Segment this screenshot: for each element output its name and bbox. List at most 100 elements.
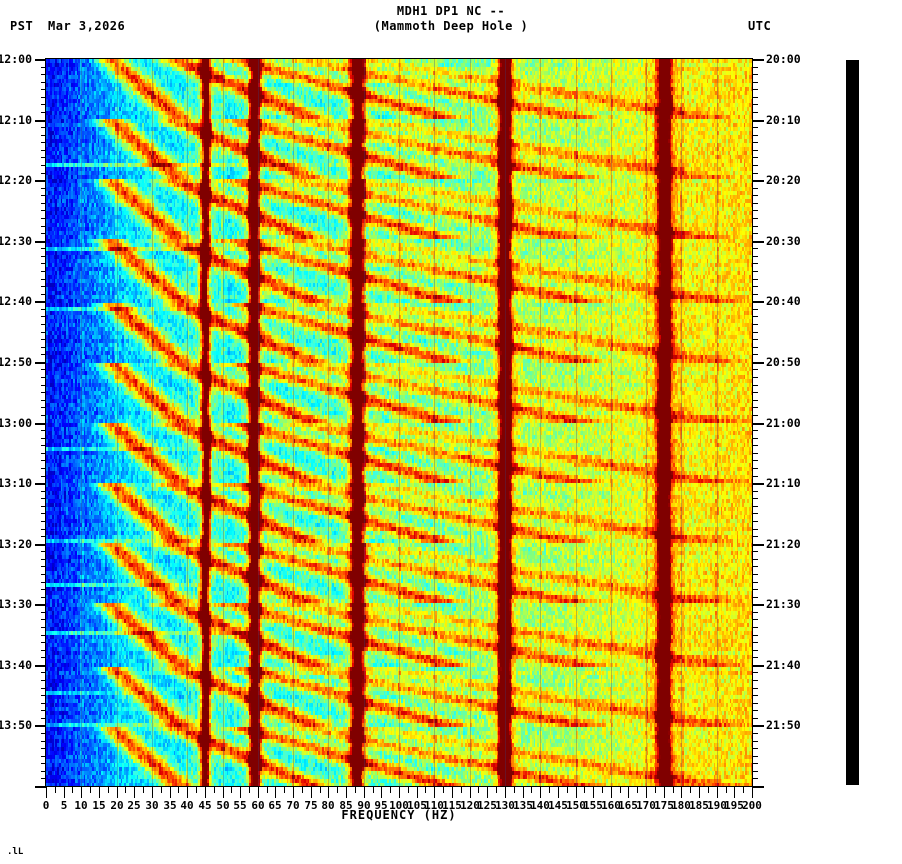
left-minor-tick: [41, 385, 46, 386]
freq-major-tick: [170, 787, 172, 798]
right-time-label-5: 20:50: [766, 355, 801, 369]
left-minor-tick: [41, 445, 46, 446]
right-minor-tick: [753, 612, 758, 613]
left-major-tick: [35, 423, 46, 425]
right-major-tick: [753, 180, 764, 182]
freq-minor-tick: [673, 787, 674, 793]
left-minor-tick: [41, 529, 46, 530]
right-minor-tick: [753, 385, 758, 386]
right-time-label-2: 20:20: [766, 173, 801, 187]
left-minor-tick: [41, 377, 46, 378]
right-minor-tick: [753, 559, 758, 560]
left-major-tick: [35, 604, 46, 606]
left-minor-tick: [41, 748, 46, 749]
freq-minor-tick: [567, 787, 568, 793]
left-minor-tick: [41, 316, 46, 317]
left-minor-tick: [41, 104, 46, 105]
right-minor-tick: [753, 369, 758, 370]
freq-label-35: 35: [163, 799, 177, 812]
freq-minor-tick: [284, 787, 285, 793]
right-minor-tick: [753, 597, 758, 598]
left-minor-tick: [41, 582, 46, 583]
side-color-bar: [846, 60, 859, 785]
freq-minor-tick: [637, 787, 638, 793]
left-time-label-2: 12:20: [0, 173, 32, 187]
freq-label-130: 130: [495, 799, 515, 812]
right-minor-tick: [753, 127, 758, 128]
left-minor-tick: [41, 142, 46, 143]
right-timezone-label: UTC: [748, 19, 772, 33]
right-minor-tick: [753, 498, 758, 499]
right-minor-tick: [753, 763, 758, 764]
left-minor-tick: [41, 112, 46, 113]
right-minor-tick: [753, 468, 758, 469]
right-minor-tick: [753, 438, 758, 439]
right-major-tick: [753, 362, 764, 364]
freq-label-125: 125: [477, 799, 497, 812]
right-minor-tick: [753, 104, 758, 105]
left-minor-tick: [41, 97, 46, 98]
left-minor-tick: [41, 612, 46, 613]
right-major-tick: [753, 241, 764, 243]
right-time-label-11: 21:50: [766, 718, 801, 732]
left-minor-tick: [41, 733, 46, 734]
left-time-label-11: 13:50: [0, 718, 32, 732]
freq-label-10: 10: [74, 799, 88, 812]
freq-label-95: 95: [374, 799, 388, 812]
right-time-label-10: 21:40: [766, 658, 801, 672]
freq-major-tick: [505, 787, 507, 798]
left-major-tick: [35, 120, 46, 122]
freq-label-45: 45: [198, 799, 212, 812]
freq-major-tick: [152, 787, 154, 798]
left-time-label-0: 12:00: [0, 52, 32, 66]
left-major-tick: [35, 241, 46, 243]
freq-label-120: 120: [460, 799, 480, 812]
left-minor-tick: [41, 195, 46, 196]
right-minor-tick: [753, 672, 758, 673]
right-major-tick: [753, 301, 764, 303]
right-minor-tick: [753, 778, 758, 779]
freq-label-100: 100: [389, 799, 409, 812]
freq-major-tick: [223, 787, 225, 798]
freq-major-tick: [752, 787, 754, 798]
freq-label-0: 0: [42, 799, 50, 812]
left-major-tick: [35, 786, 46, 788]
left-minor-tick: [41, 135, 46, 136]
freq-label-140: 140: [530, 799, 550, 812]
right-minor-tick: [753, 377, 758, 378]
freq-major-tick: [681, 787, 683, 798]
freq-major-tick: [699, 787, 701, 798]
left-minor-tick: [41, 672, 46, 673]
right-minor-tick: [753, 642, 758, 643]
right-minor-tick: [753, 332, 758, 333]
left-major-tick: [35, 180, 46, 182]
left-minor-tick: [41, 741, 46, 742]
left-minor-tick: [41, 407, 46, 408]
left-minor-tick: [41, 763, 46, 764]
right-minor-tick: [753, 650, 758, 651]
left-minor-tick: [41, 369, 46, 370]
left-minor-tick: [41, 460, 46, 461]
freq-minor-tick: [549, 787, 550, 793]
freq-major-tick: [434, 787, 436, 798]
freq-minor-tick: [231, 787, 232, 793]
right-major-tick: [753, 786, 764, 788]
right-minor-tick: [753, 354, 758, 355]
left-minor-tick: [41, 589, 46, 590]
freq-major-tick: [576, 787, 578, 798]
freq-minor-tick: [178, 787, 179, 793]
freq-major-tick: [628, 787, 630, 798]
freq-major-tick: [275, 787, 277, 798]
right-minor-tick: [753, 324, 758, 325]
freq-label-160: 160: [601, 799, 621, 812]
freq-minor-tick: [602, 787, 603, 793]
right-time-label-1: 20:10: [766, 113, 801, 127]
left-minor-tick: [41, 279, 46, 280]
freq-major-tick: [64, 787, 66, 798]
freq-minor-tick: [337, 787, 338, 793]
right-major-tick: [753, 483, 764, 485]
left-minor-tick: [41, 566, 46, 567]
right-minor-tick: [753, 710, 758, 711]
right-minor-tick: [753, 203, 758, 204]
plot-border-right: [752, 58, 753, 787]
